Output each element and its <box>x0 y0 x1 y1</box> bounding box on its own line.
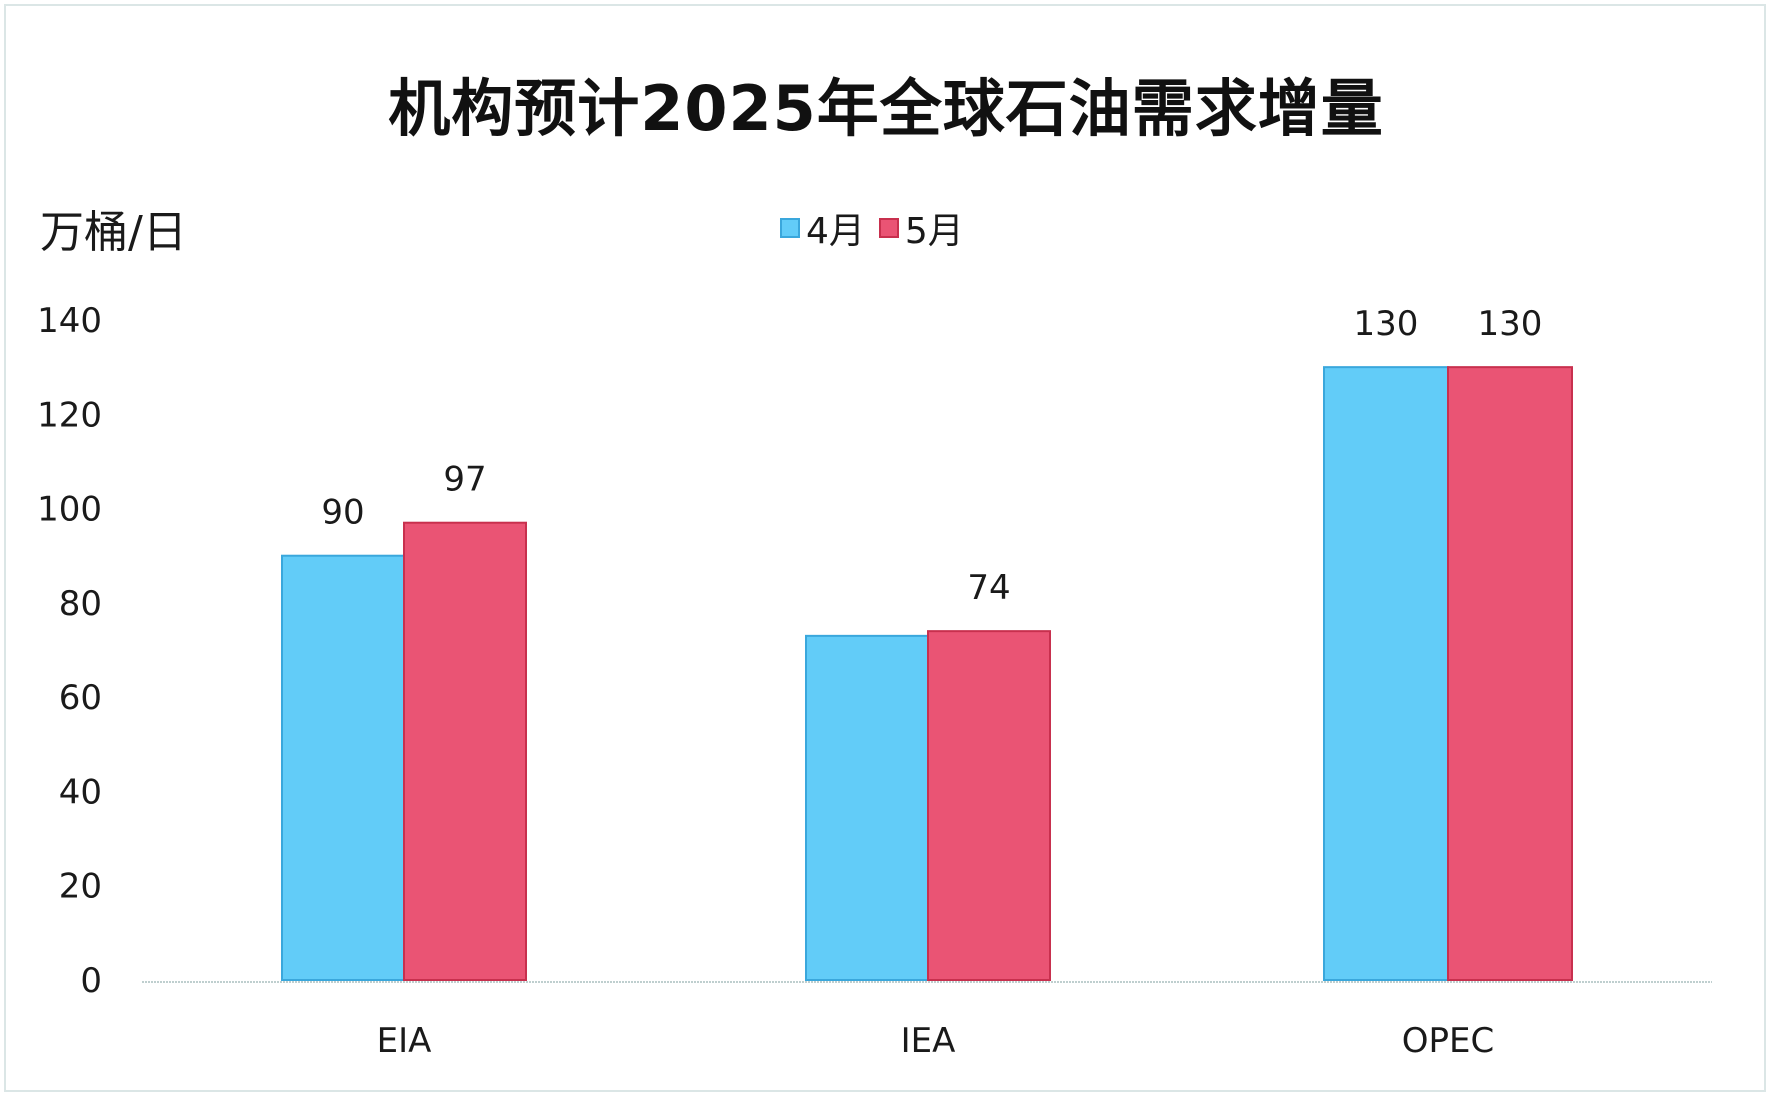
bar-eia-series-0 <box>281 554 405 981</box>
y-tick-label: 40 <box>59 772 102 812</box>
y-tick-label: 140 <box>37 301 102 341</box>
bar-opec-series-0 <box>1323 366 1449 981</box>
legend-item-april: 4月 <box>780 202 865 254</box>
legend: 4月 5月 <box>780 206 964 252</box>
legend-swatch-may <box>878 218 899 238</box>
legend-label-may: 5月 <box>904 211 964 252</box>
chart-title: 机构预计2025年全球石油需求增量 <box>388 72 1384 145</box>
y-tick-label: 100 <box>37 490 102 530</box>
x-category-label: OPEC <box>1402 1021 1495 1061</box>
legend-swatch-april <box>780 218 800 238</box>
x-category-label: IEA <box>901 1021 956 1061</box>
legend-label-april: 4月 <box>806 211 865 252</box>
y-tick-label: 60 <box>59 678 102 718</box>
data-label: 74 <box>967 568 1010 608</box>
y-tick-label: 80 <box>59 584 102 624</box>
data-label: 130 <box>1354 304 1419 344</box>
y-tick-label: 0 <box>80 961 102 1001</box>
y-tick-label: 120 <box>37 395 102 435</box>
bar-eia-series-1 <box>403 521 527 981</box>
y-axis-unit-label: 万桶/日 <box>40 207 187 258</box>
bar-iea-series-1 <box>927 630 1051 982</box>
legend-item-may: 5月 <box>878 202 964 254</box>
data-label: 90 <box>321 493 364 533</box>
data-label: 97 <box>443 460 486 500</box>
bar-iea-series-0 <box>805 634 929 981</box>
bar-opec-series-1 <box>1447 366 1573 981</box>
data-label: 130 <box>1478 304 1543 344</box>
y-tick-label: 20 <box>59 867 102 907</box>
x-category-label: EIA <box>377 1021 432 1061</box>
